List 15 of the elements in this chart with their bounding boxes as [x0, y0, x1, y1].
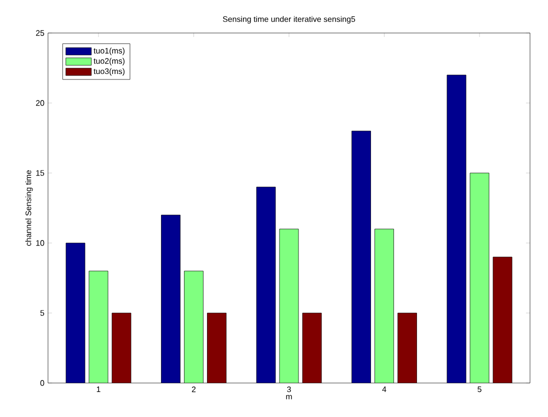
- bar: [398, 312, 417, 383]
- bar: [302, 312, 322, 383]
- bar: [352, 130, 371, 383]
- bar: [446, 74, 466, 383]
- bar: [161, 214, 180, 383]
- bar: [279, 228, 299, 383]
- bar: [88, 270, 108, 383]
- bar: [207, 312, 226, 383]
- bar: [470, 172, 490, 383]
- bar: [184, 270, 204, 383]
- bar: [112, 312, 132, 383]
- bar: [256, 186, 276, 383]
- bar: [492, 256, 512, 383]
- bar: [374, 228, 394, 383]
- bar: [66, 242, 86, 383]
